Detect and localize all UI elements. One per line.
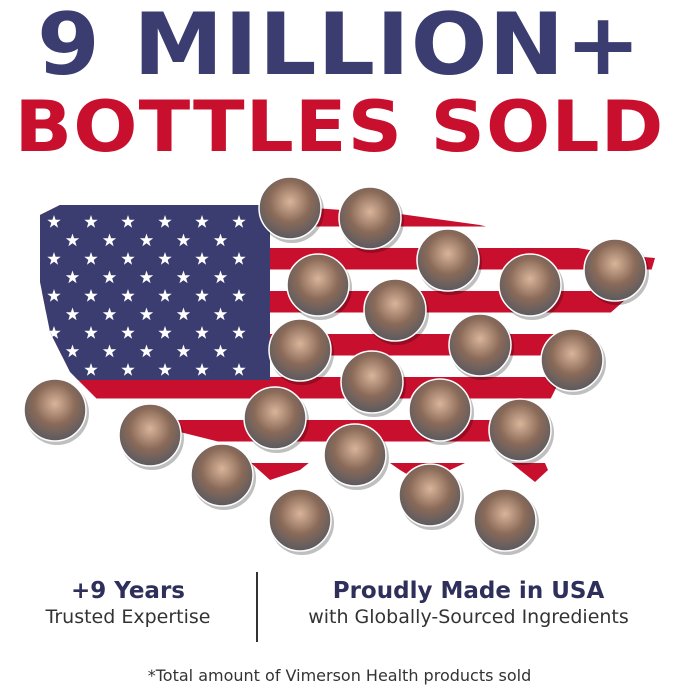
flag-star (158, 326, 172, 339)
flag-star (176, 233, 191, 247)
stat-subtitle: with Globally-Sourced Ingredients (308, 606, 629, 628)
customer-photo (268, 318, 332, 382)
customer-photo (118, 403, 182, 467)
flag-star (47, 215, 61, 228)
flag-star (84, 363, 98, 376)
flag-star (213, 233, 228, 247)
flag-star (176, 344, 191, 358)
flag-star (139, 344, 154, 358)
stat-years: +9 Years Trusted Expertise (0, 578, 256, 628)
customer-photo (583, 238, 647, 302)
customer-photo (416, 228, 480, 292)
customer-photo (258, 176, 322, 240)
flag-star (158, 252, 172, 265)
stat-title: +9 Years (71, 578, 185, 604)
customer-photo (488, 398, 552, 462)
stat-made-in-usa: Proudly Made in USA with Globally-Source… (258, 578, 679, 628)
customer-photo (243, 386, 307, 450)
footnote: *Total amount of Vimerson Health product… (147, 666, 532, 685)
flag-star (158, 289, 172, 302)
flag-star (139, 233, 154, 247)
customer-photo (498, 253, 562, 317)
flag-star (65, 344, 80, 358)
flag-star (195, 215, 209, 228)
flag-star (139, 307, 154, 321)
flag-star (121, 252, 135, 265)
flag-star (84, 215, 98, 228)
flag-star (84, 252, 98, 265)
flag-star (102, 270, 117, 284)
flag-star (195, 289, 209, 302)
customer-photo (363, 278, 427, 342)
customer-photo (398, 463, 462, 527)
stat-title: Proudly Made in USA (332, 578, 605, 604)
customer-photo (323, 423, 387, 487)
flag-star (102, 344, 117, 358)
flag-star (47, 326, 61, 339)
flag-star (65, 307, 80, 321)
customer-photo (286, 253, 350, 317)
us-flag-map-with-customer-photos (23, 176, 655, 555)
flag-star (232, 215, 246, 228)
customer-photo (473, 488, 537, 552)
flag-star (47, 252, 61, 265)
flag-star (158, 363, 172, 376)
flag-star (232, 326, 246, 339)
flag-star (213, 270, 228, 284)
flag-star (176, 270, 191, 284)
flag-star (84, 289, 98, 302)
flag-star (121, 289, 135, 302)
flag-canton (40, 205, 270, 380)
flag-star (84, 326, 98, 339)
flag-star (195, 363, 209, 376)
flag-star (213, 307, 228, 321)
headline-line-1: 9 MILLION+ (37, 0, 642, 95)
customer-photo (268, 488, 332, 552)
flag-star (47, 289, 61, 302)
flag-star (176, 307, 191, 321)
customer-photo (340, 350, 404, 414)
flag-star (121, 215, 135, 228)
customer-photo (408, 378, 472, 442)
customer-photo (540, 328, 604, 392)
flag-star (121, 326, 135, 339)
flag-star (232, 363, 246, 376)
customer-photo (338, 186, 402, 250)
customer-photo (23, 378, 87, 442)
headline-line-2: BOTTLES SOLD (14, 86, 665, 168)
flag-star (102, 233, 117, 247)
flag-star (121, 363, 135, 376)
customer-photo (448, 313, 512, 377)
flag-star (213, 344, 228, 358)
flag-star (195, 252, 209, 265)
customer-photos (23, 176, 649, 555)
stat-subtitle: Trusted Expertise (45, 606, 211, 628)
flag-star (232, 289, 246, 302)
flag-star (139, 270, 154, 284)
flag-star (158, 215, 172, 228)
flag-star (195, 326, 209, 339)
flag-star (102, 307, 117, 321)
flag-star (47, 363, 61, 376)
flag-star (65, 233, 80, 247)
customer-photo (190, 443, 254, 507)
flag-star (232, 252, 246, 265)
divider (256, 572, 258, 642)
flag-star (65, 270, 80, 284)
